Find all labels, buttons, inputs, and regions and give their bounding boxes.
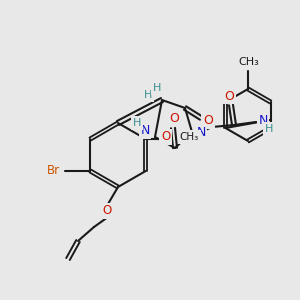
Text: O: O xyxy=(203,115,213,128)
Text: N: N xyxy=(140,124,150,137)
Text: CH₃: CH₃ xyxy=(180,132,199,142)
Text: N: N xyxy=(258,113,268,127)
Text: O: O xyxy=(102,205,112,218)
Text: H: H xyxy=(144,90,152,100)
Text: H: H xyxy=(153,83,161,93)
Text: H: H xyxy=(133,118,141,128)
Text: O: O xyxy=(224,89,234,103)
Text: N: N xyxy=(196,125,206,139)
Text: CH₃: CH₃ xyxy=(238,57,260,67)
Text: H: H xyxy=(265,124,273,134)
Text: Br: Br xyxy=(47,164,60,178)
Text: O: O xyxy=(169,112,179,125)
Text: O: O xyxy=(161,130,170,143)
